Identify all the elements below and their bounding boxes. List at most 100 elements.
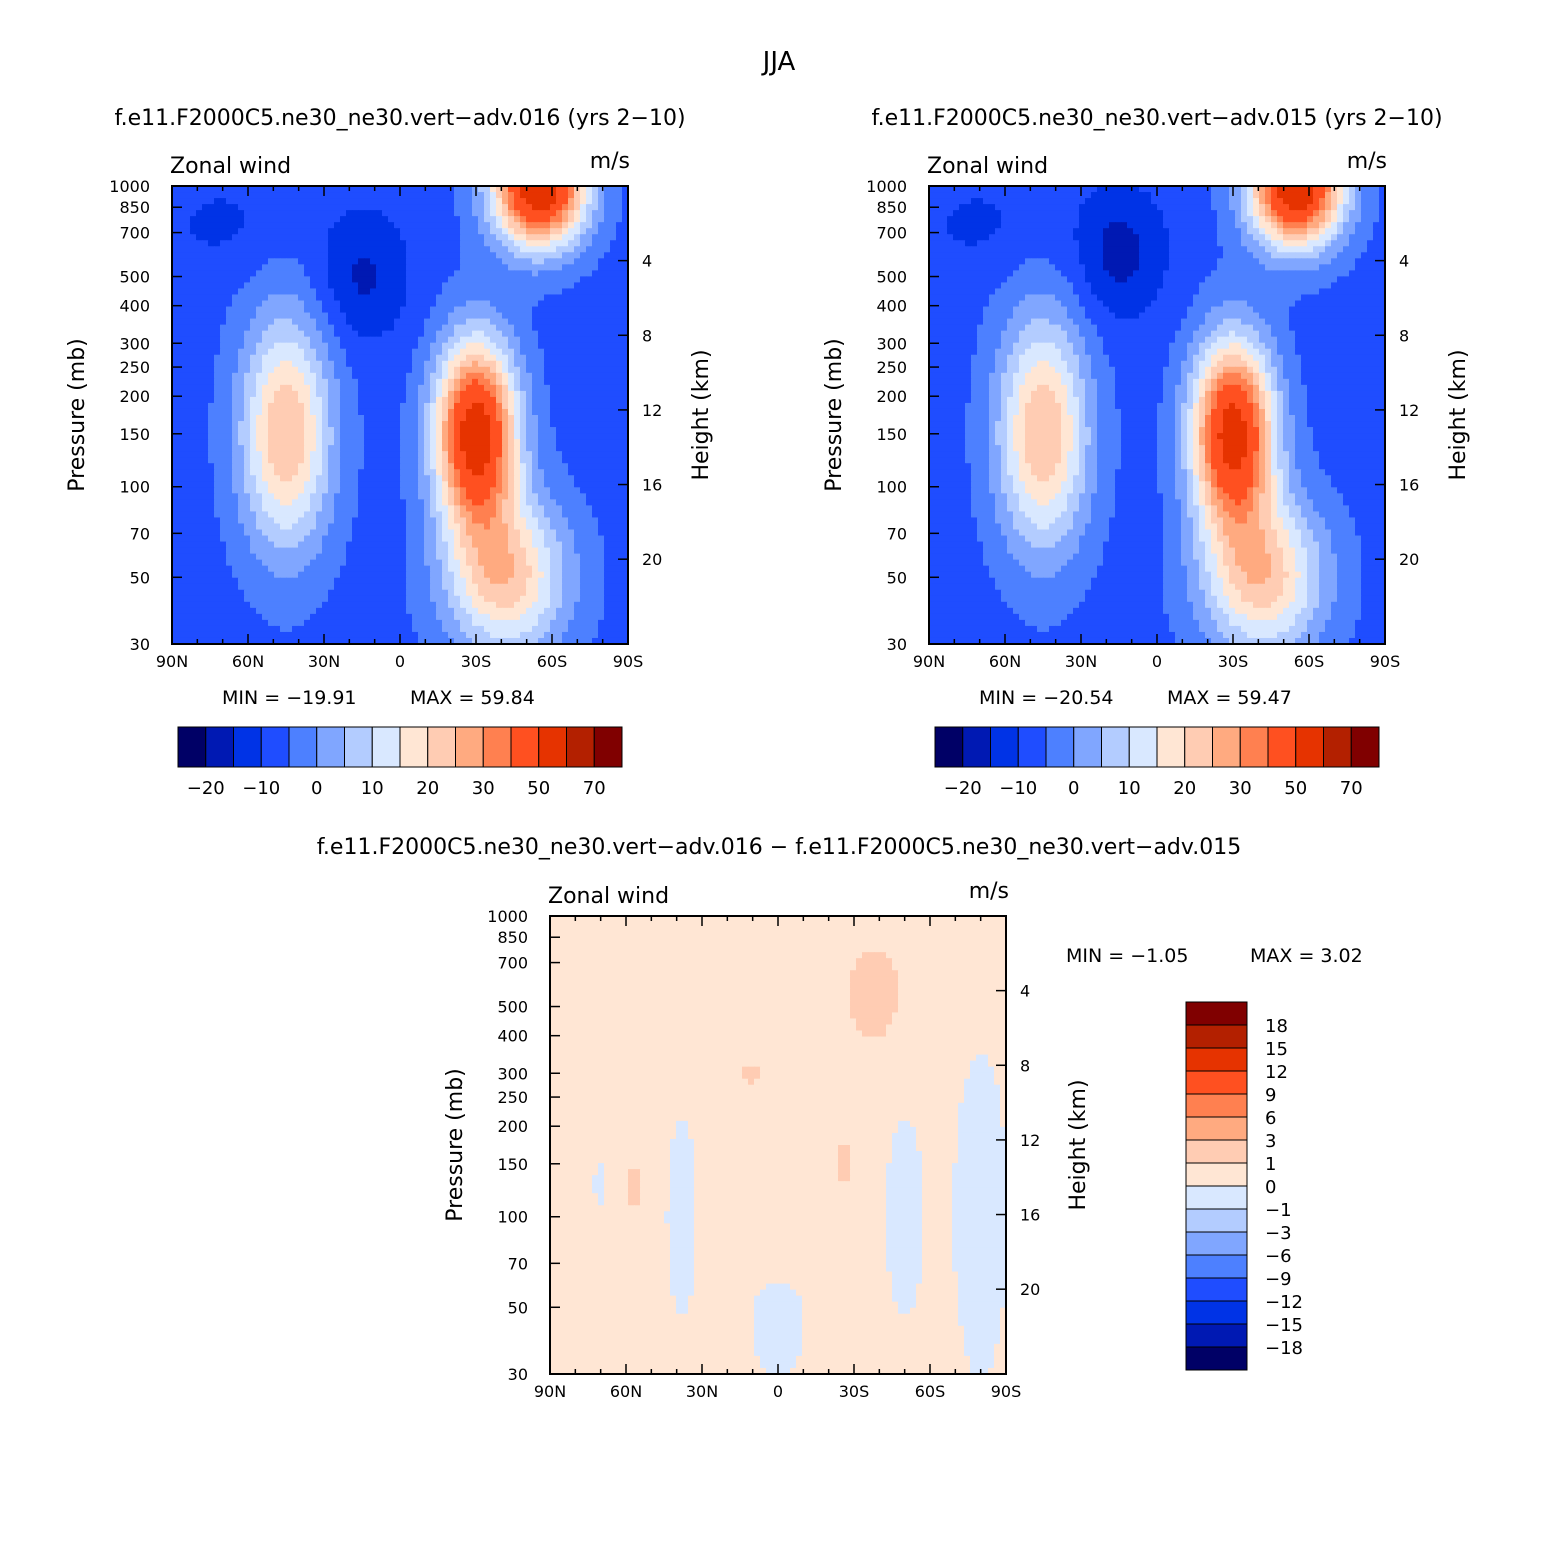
field-cell <box>622 378 629 386</box>
field-cell <box>442 396 449 404</box>
field-cell <box>376 577 383 585</box>
field-cell <box>358 204 365 211</box>
field-cell <box>364 408 371 416</box>
field-cell <box>286 300 293 308</box>
field-cell <box>364 457 371 464</box>
field-cell <box>400 535 407 543</box>
field-cell <box>400 396 407 404</box>
field-cell <box>286 505 293 513</box>
field-cell <box>316 198 323 205</box>
field-cell <box>622 372 629 380</box>
field-cell <box>220 348 227 356</box>
field-cell <box>280 571 287 579</box>
field-cell <box>280 312 287 320</box>
field-cell <box>280 493 287 500</box>
field-cell <box>532 559 539 567</box>
field-cell <box>214 288 221 296</box>
field-cell <box>586 541 593 549</box>
field-cell <box>190 463 197 470</box>
field-cell <box>478 336 485 344</box>
field-cell <box>508 330 515 338</box>
field-cell <box>340 312 347 320</box>
field-cell <box>430 445 437 452</box>
field-cell <box>220 541 227 549</box>
field-cell <box>544 511 551 519</box>
field-cell <box>442 222 449 229</box>
field-cell <box>514 360 521 368</box>
field-cell <box>610 499 617 506</box>
field-cell <box>616 222 623 229</box>
field-cell <box>346 493 353 500</box>
field-cell <box>478 252 485 259</box>
field-cell <box>532 517 539 525</box>
field-cell <box>232 366 239 374</box>
field-cell <box>622 415 629 422</box>
field-cell <box>250 234 257 241</box>
field-cell <box>376 264 383 271</box>
field-cell <box>262 276 269 284</box>
field-cell <box>460 312 467 320</box>
field-cell <box>460 222 467 229</box>
field-cell <box>502 336 509 344</box>
field-cell <box>358 372 365 380</box>
field-cell <box>274 246 281 253</box>
field-cell <box>568 354 575 362</box>
field-cell <box>448 402 455 410</box>
field-cell <box>292 270 299 277</box>
field-cell <box>196 535 203 543</box>
field-cell <box>490 499 497 506</box>
field-cell <box>442 402 449 410</box>
field-cell <box>562 427 569 434</box>
field-cell <box>454 312 461 320</box>
field-cell <box>418 186 425 193</box>
field-cell <box>310 493 317 500</box>
field-cell <box>622 324 629 332</box>
field-cell <box>202 198 209 205</box>
field-cell <box>520 445 527 452</box>
field-cell <box>556 360 563 368</box>
field-cell <box>388 571 395 579</box>
field-cell <box>616 559 623 567</box>
field-cell <box>418 451 425 458</box>
field-cell <box>184 198 191 205</box>
field-cell <box>292 511 299 519</box>
field-cell <box>400 288 407 296</box>
field-cell <box>472 348 479 356</box>
field-cell <box>394 288 401 296</box>
field-cell <box>310 481 317 488</box>
field-cell <box>328 186 335 193</box>
field-cell <box>514 493 521 500</box>
field-cell <box>328 270 335 277</box>
field-cell <box>220 421 227 428</box>
field-cell <box>382 463 389 470</box>
field-cell <box>442 210 449 217</box>
field-cell <box>616 517 623 525</box>
field-cell <box>304 216 311 223</box>
field-cell <box>322 342 329 350</box>
field-cell <box>406 529 413 537</box>
field-cell <box>562 234 569 241</box>
field-cell <box>490 354 497 362</box>
field-cell <box>364 475 371 482</box>
field-cell <box>460 421 467 428</box>
field-cell <box>562 348 569 356</box>
field-cell <box>514 378 521 386</box>
field-cell <box>430 390 437 398</box>
field-cell <box>592 264 599 271</box>
field-cell <box>478 541 485 549</box>
field-cell <box>532 384 539 392</box>
field-cell <box>280 306 287 314</box>
field-cell <box>202 481 209 488</box>
field-cell <box>196 306 203 314</box>
field-cell <box>550 517 557 525</box>
field-cell <box>214 421 221 428</box>
field-cell <box>436 493 443 500</box>
field-cell <box>454 535 461 543</box>
field-cell <box>418 372 425 380</box>
field-cell <box>196 559 203 567</box>
field-cell <box>472 408 479 416</box>
field-cell <box>502 288 509 296</box>
field-cell <box>532 336 539 344</box>
field-cell <box>544 517 551 525</box>
field-cell <box>574 421 581 428</box>
